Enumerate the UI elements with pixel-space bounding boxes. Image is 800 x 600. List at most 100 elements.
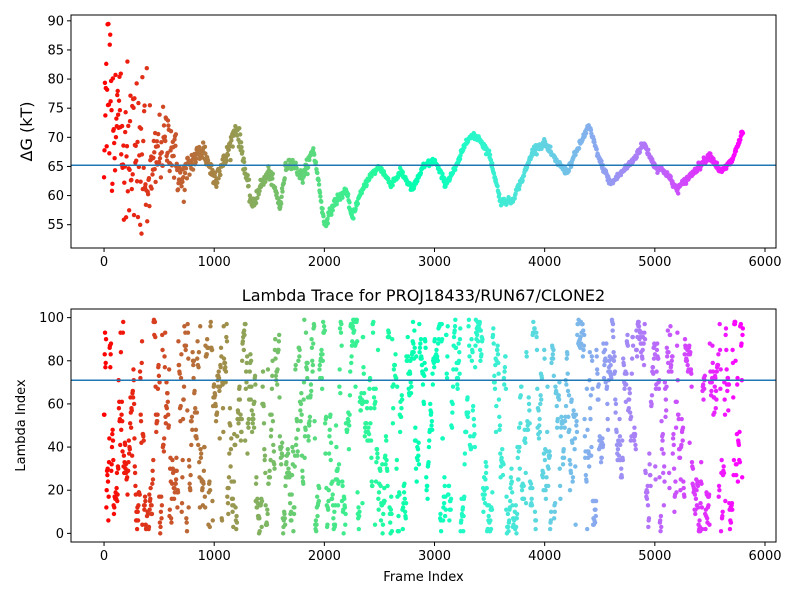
lambda-point <box>143 498 148 504</box>
lambda-point <box>457 371 462 376</box>
lambda-point <box>513 503 519 508</box>
lambda-point <box>417 321 422 327</box>
lambda-point <box>338 390 343 396</box>
lambda-point <box>523 440 528 445</box>
lambda-point <box>488 526 494 532</box>
delta-g-point <box>113 72 118 78</box>
lambda-point <box>492 373 497 379</box>
lambda-point <box>218 365 223 370</box>
delta-g-point <box>173 143 178 149</box>
lambda-point <box>236 421 241 426</box>
lambda-point <box>111 457 116 463</box>
lambda-point <box>543 496 549 502</box>
lambda-point <box>567 457 572 463</box>
lambda-point <box>114 485 119 491</box>
delta-g-point <box>237 126 242 131</box>
lambda-point <box>461 513 466 519</box>
lambda-point <box>581 347 586 353</box>
lambda-point <box>481 509 486 514</box>
lambda-point <box>249 429 255 435</box>
lambda-point <box>497 423 503 428</box>
lambda-point <box>356 513 362 519</box>
lambda-point <box>282 511 287 517</box>
lambda-point <box>537 423 542 428</box>
y-tick-label: 0 <box>56 527 64 542</box>
lambda-point <box>114 470 120 476</box>
delta-g-point <box>108 32 113 37</box>
lambda-point <box>306 434 311 439</box>
lambda-point <box>620 438 625 443</box>
lambda-point <box>671 466 677 471</box>
delta-g-point <box>138 179 143 184</box>
lambda-point <box>661 464 667 469</box>
lambda-point <box>194 436 199 441</box>
lambda-point <box>293 367 298 372</box>
lambda-point <box>565 371 570 376</box>
lambda-point <box>223 380 228 385</box>
lambda-point <box>562 425 567 430</box>
lambda-point <box>612 369 618 374</box>
lambda-point <box>187 481 192 486</box>
delta-g-point <box>162 134 168 139</box>
delta-g-point <box>171 175 177 180</box>
lambda-point <box>501 375 507 381</box>
lambda-point <box>580 354 586 359</box>
lambda-point <box>519 488 525 493</box>
lambda-point <box>667 332 673 338</box>
lambda-plot-frame <box>70 308 777 543</box>
lambda-point <box>319 386 325 392</box>
lambda-point <box>405 354 411 359</box>
delta-g-point <box>174 167 180 173</box>
lambda-point <box>380 462 385 467</box>
lambda-point <box>340 479 345 484</box>
lambda-point <box>402 481 407 486</box>
lambda-point <box>663 414 668 420</box>
lambda-point <box>496 371 501 376</box>
lambda-point <box>508 485 513 491</box>
lambda-point <box>368 438 374 443</box>
lambda-point <box>412 328 417 333</box>
lambda-point <box>360 334 366 340</box>
lambda-point <box>211 382 217 387</box>
lambda-point <box>440 436 445 441</box>
lambda-point <box>633 447 638 452</box>
lambda-point <box>507 498 513 504</box>
lambda-point <box>367 375 373 381</box>
lambda-point <box>417 345 423 351</box>
lambda-point <box>509 479 515 484</box>
delta-g-point <box>193 160 198 165</box>
lambda-point <box>235 434 240 439</box>
lambda-point <box>710 343 715 348</box>
delta-g-point <box>140 74 145 80</box>
lambda-point <box>619 475 625 480</box>
lambda-point <box>505 511 511 517</box>
lambda-point <box>300 475 305 480</box>
lambda-point <box>717 347 723 353</box>
lambda-point <box>554 425 560 430</box>
lambda-point <box>502 365 508 370</box>
y-tick-label: 90 <box>47 14 64 29</box>
lambda-point <box>599 455 604 461</box>
lambda-point <box>473 343 478 348</box>
lambda-point <box>300 468 305 474</box>
lambda-point <box>594 347 599 353</box>
lambda-point <box>491 341 496 346</box>
lambda-point <box>695 479 700 484</box>
lambda-point <box>390 337 395 342</box>
lambda-point <box>715 362 721 368</box>
lambda-point <box>214 410 220 415</box>
lambda-point <box>429 423 434 428</box>
lambda-point <box>147 507 152 512</box>
delta-g-point <box>228 157 233 163</box>
lambda-point <box>712 410 717 415</box>
lambda-point <box>497 414 502 420</box>
delta-g-point <box>102 148 107 153</box>
delta-g-point <box>102 80 108 86</box>
delta-g-point <box>175 187 181 192</box>
lambda-point <box>353 384 358 389</box>
lambda-point <box>349 354 354 359</box>
lambda-point <box>493 429 499 435</box>
lambda-point <box>239 416 245 422</box>
lambda-point <box>449 425 455 430</box>
y-tick-label: 40 <box>47 441 64 456</box>
